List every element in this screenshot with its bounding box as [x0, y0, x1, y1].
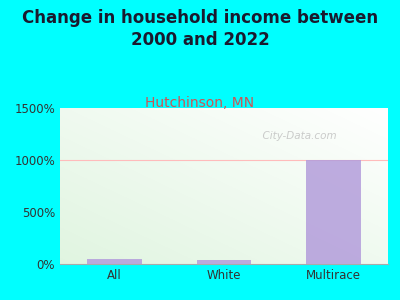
Bar: [197, 260, 251, 264]
Text: Hutchinson, MN: Hutchinson, MN: [146, 96, 254, 110]
Bar: [87, 259, 142, 264]
Bar: [306, 160, 361, 264]
Text: Change in household income between
2000 and 2022: Change in household income between 2000 …: [22, 9, 378, 49]
Text: City-Data.com: City-Data.com: [256, 131, 336, 141]
